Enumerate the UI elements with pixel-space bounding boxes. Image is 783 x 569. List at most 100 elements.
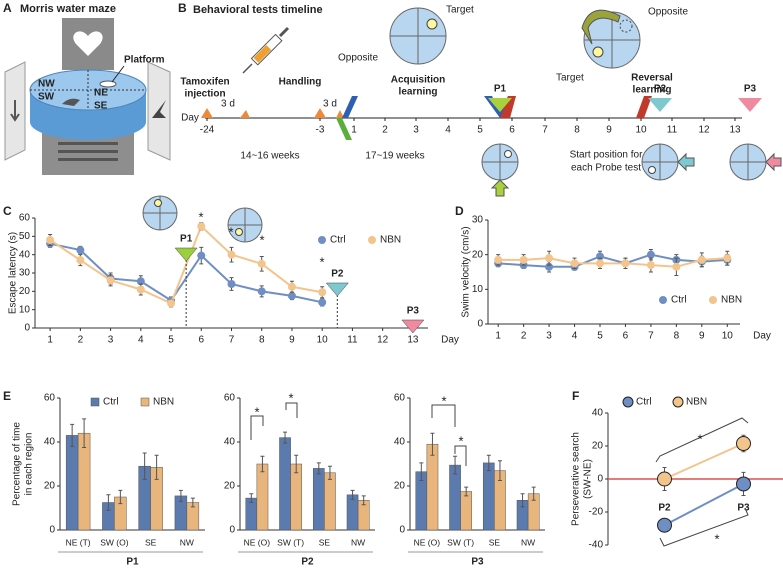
maze-drawing: Morris water maze Platform NW NE SW SE [4,3,171,175]
error-bar [260,455,265,473]
legend-swatch [368,236,376,244]
timeline-day: 4 [445,125,451,136]
error-bar [283,431,288,444]
legend-label: Ctrl [636,397,652,408]
y-tick-label: 40 [19,249,31,260]
legend-label: Ctrl [330,235,346,246]
y-tick-label: 60 [224,393,236,404]
probe-marker [500,96,516,118]
error-bar [361,495,366,506]
day-label: Day [181,113,199,124]
y-tick-label: 50 [19,231,31,242]
x-tick-label: 10 [722,331,734,342]
point [287,291,296,300]
y-axis-label: Percentage of time [12,422,23,506]
bar [482,462,495,531]
significance-star: * [259,232,264,247]
event-marker [201,108,213,118]
point [227,250,236,259]
point [106,276,115,285]
reversal-circle [581,9,641,69]
start-label: Start position for [570,150,643,161]
error-bar [419,462,424,481]
probe-marker [636,96,652,118]
platform-label: Platform [124,55,165,66]
y-axis-label: Swim velocity (cm/s) [461,226,472,317]
x-tick-label: 2 [521,331,527,342]
significance-bracket [431,404,456,427]
y-tick-label: 20 [19,286,31,297]
error-bar [154,454,159,480]
panel-label: B [178,1,187,15]
y-tick-label: 0 [597,474,603,485]
point [197,222,206,231]
series-line [664,483,744,527]
category-label: SE [145,537,157,547]
x-tick-label: 9 [699,331,705,342]
significance-star: * [254,404,259,419]
timeline-day: 11 [667,125,678,136]
panel-label: E [3,389,11,403]
maze-title: Morris water maze [20,3,116,15]
right-cue-arrow [152,100,166,118]
significance-star: * [697,431,702,446]
x-tick-label: 13 [407,335,419,346]
timeline-day: 5 [477,125,483,136]
event-marker [314,108,326,118]
y-tick-label: 20 [394,481,406,492]
x-tick-label: 12 [377,335,389,346]
age-label: 14~16 weeks [240,151,299,162]
timeline-day: -3 [316,125,325,136]
quadrant-label: SW [38,92,55,103]
y-tick-label: 40 [592,408,604,419]
reversal-label: Reversal [631,73,673,84]
x-tick-label: 5 [168,335,174,346]
left-cue-arrow [10,100,20,122]
probe-label: P1 [494,84,507,95]
x-tick-label: 4 [572,331,578,342]
significance-star: * [288,390,293,405]
handling-label: Handling [279,77,322,88]
start-circle [729,143,782,181]
point [494,255,503,264]
significance-star: * [228,224,233,239]
panel-label: A [3,1,12,15]
probe-marker [648,98,672,112]
significance-star: * [198,209,203,224]
legend-swatch [90,397,100,407]
x-tick-label: 8 [259,335,265,346]
error-bar [178,489,183,502]
panel-label: C [3,204,12,218]
heart-cue [73,31,103,56]
y-tick-label: 0 [399,525,405,536]
x-tick-label: 6 [623,331,629,342]
probe-marker [488,98,512,112]
error-bar [190,497,195,508]
probe-label: P3 [407,306,420,317]
legend-label: NBN [721,295,742,306]
y-axis-label: Perseverative search [571,432,582,526]
injection-label: injection [184,89,225,100]
category-label: SW (O) [100,537,128,547]
y-tick-label: 10 [19,304,31,315]
x-tick-label: 1 [47,335,53,346]
chart-title: P1 [126,557,139,568]
timeline-day: 9 [606,125,612,136]
probe-marker [401,319,425,334]
y-tick-label: 0 [477,319,483,330]
category-label: NW [180,537,194,547]
x-tick-label: 5 [597,331,603,342]
point [657,471,672,487]
point [76,246,85,255]
error-bar [497,460,502,481]
error-bar [118,489,123,505]
category-label: P3 [737,503,750,514]
point [646,261,655,270]
bar [346,494,359,531]
y-tick-label: 0 [49,525,55,536]
significance-bracket [659,507,749,547]
y-tick-label: -40 [589,540,604,551]
y-axis-label: in each region [24,433,35,496]
timeline-day: 13 [729,125,741,136]
panel-label: D [455,204,464,218]
